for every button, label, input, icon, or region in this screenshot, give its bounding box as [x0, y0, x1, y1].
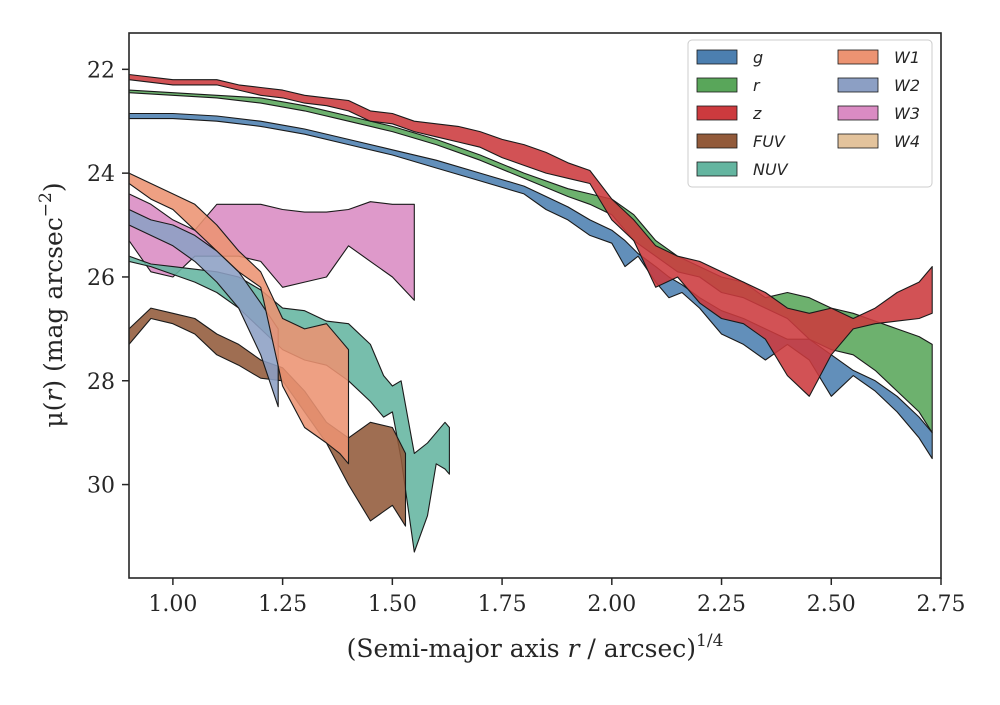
x-tick-label: 2.00: [587, 592, 636, 617]
band-fuv: [129, 307, 407, 527]
x-axis: 1.00 1.25 1.50 1.75 2.00 2.25 2.50 2.75: [148, 578, 965, 617]
x-tick-label: 2.25: [697, 592, 746, 617]
legend-label-z: z: [752, 104, 762, 123]
legend-label-w3: W3: [894, 104, 920, 123]
x-tick-label: 1.75: [478, 592, 527, 617]
legend-box: [687, 39, 933, 188]
band-r: [129, 89, 933, 434]
x-tick-label: 1.50: [368, 592, 417, 617]
legend-label-fuv: FUV: [753, 132, 786, 151]
plot-frame: [128, 32, 942, 579]
y-axis: 22 24 26 28 30: [87, 58, 129, 499]
y-axis-label: μ(r) (mag arcsec−2): [36, 182, 68, 427]
legend-swatch-g: [696, 49, 738, 65]
legend-label-w4: W4: [894, 132, 920, 151]
legend: grz FUV NUV W1 W2 W3 W4: [687, 39, 933, 188]
y-tick-label: 26: [87, 266, 115, 291]
band-w1: [129, 172, 350, 465]
y-tick-label: 30: [87, 474, 115, 499]
legend-label-nuv: NUV: [753, 160, 789, 179]
x-tick-label: 1.25: [258, 592, 307, 617]
legend-label-w2: W2: [894, 76, 920, 95]
band-layer: [129, 73, 933, 553]
y-tick-label: 28: [87, 370, 115, 395]
legend-swatch-r: [696, 77, 738, 93]
band-z: [129, 73, 933, 397]
x-tick-label: 1.00: [148, 592, 197, 617]
band-w3: [129, 193, 415, 301]
legend-swatch-w3: [837, 105, 879, 121]
legend-swatch-z: [696, 105, 738, 121]
x-tick-label: 2.75: [917, 592, 966, 617]
legend-label-w1: W1: [894, 48, 920, 67]
x-axis-label: (Semi-major axis r / arcsec)1/4: [347, 631, 724, 663]
legend-swatch-w4: [837, 133, 879, 149]
y-tick-label: 24: [87, 162, 115, 187]
band-w2: [129, 208, 279, 408]
legend-swatch-fuv: [696, 133, 738, 149]
band-g: [129, 112, 933, 460]
legend-swatch-nuv: [696, 161, 738, 177]
legend-label-g: g: [753, 48, 763, 67]
y-tick-label: 22: [87, 58, 115, 83]
legend-swatch-w2: [837, 77, 879, 93]
legend-label-r: r: [753, 76, 761, 95]
legend-swatch-w1: [837, 49, 879, 65]
x-tick-label: 2.50: [807, 592, 856, 617]
